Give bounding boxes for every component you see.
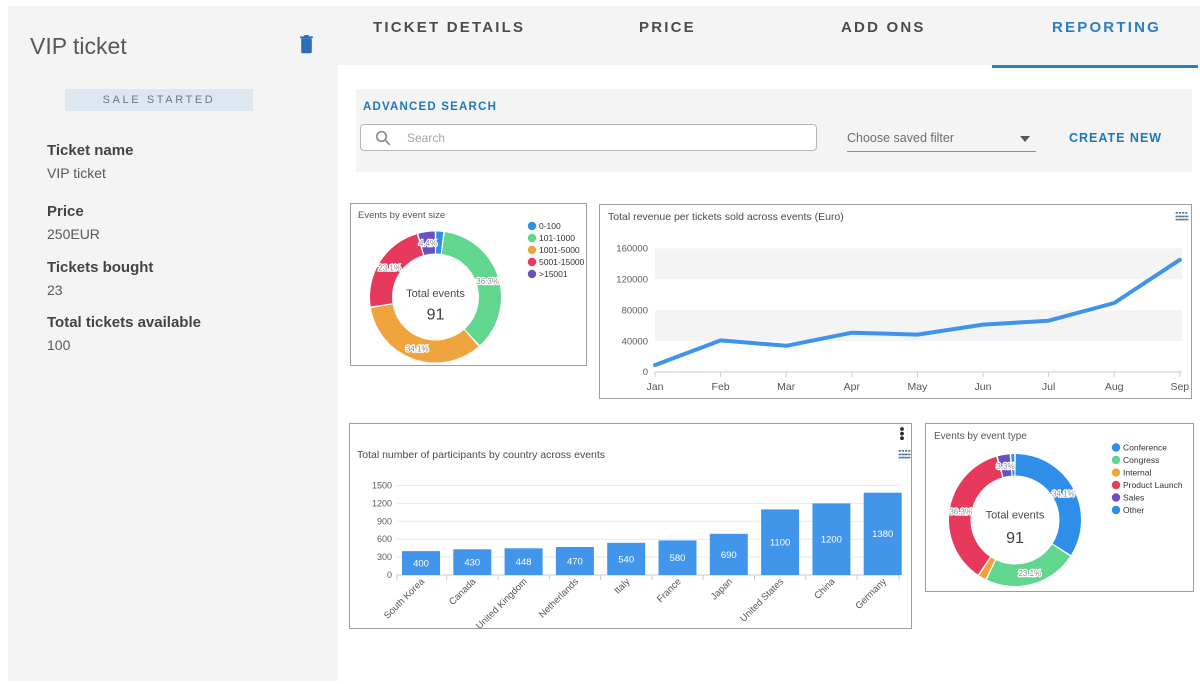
svg-text:Conference: Conference	[1123, 443, 1167, 453]
svg-text:23.1%: 23.1%	[1018, 569, 1041, 578]
svg-text:Other: Other	[1123, 505, 1144, 515]
svg-text:May: May	[907, 381, 928, 393]
svg-text:91: 91	[1006, 530, 1024, 547]
svg-text:Internal: Internal	[1123, 468, 1151, 478]
svg-text:Sep: Sep	[1170, 381, 1189, 393]
svg-text:36.3%: 36.3%	[949, 508, 972, 517]
svg-text:>15001: >15001	[539, 269, 568, 279]
svg-text:1100: 1100	[770, 538, 790, 549]
svg-text:34.1%: 34.1%	[1052, 490, 1075, 499]
svg-text:101-1000: 101-1000	[539, 233, 575, 243]
svg-text:Total events: Total events	[406, 288, 465, 300]
svg-text:United Kingdom: United Kingdom	[474, 576, 530, 628]
svg-text:Jul: Jul	[1042, 381, 1055, 393]
svg-text:448: 448	[516, 557, 532, 568]
svg-text:Apr: Apr	[844, 381, 861, 393]
svg-text:Congress: Congress	[1123, 455, 1159, 465]
svg-text:1380: 1380	[872, 529, 893, 540]
svg-text:Mar: Mar	[777, 381, 796, 393]
svg-text:470: 470	[567, 556, 583, 567]
svg-text:36.3%: 36.3%	[476, 277, 499, 286]
svg-text:430: 430	[464, 558, 480, 569]
svg-text:1200: 1200	[821, 535, 842, 546]
svg-text:91: 91	[427, 307, 445, 324]
svg-text:Jan: Jan	[647, 381, 664, 393]
svg-text:China: China	[812, 576, 838, 602]
svg-text:Netherlands: Netherlands	[537, 576, 581, 620]
svg-text:900: 900	[377, 516, 392, 526]
svg-text:Jun: Jun	[975, 381, 992, 393]
svg-text:Germany: Germany	[853, 576, 889, 612]
svg-text:0: 0	[643, 367, 648, 378]
svg-text:600: 600	[377, 534, 392, 544]
svg-text:400: 400	[413, 559, 429, 570]
svg-text:23.1%: 23.1%	[378, 264, 401, 273]
svg-text:5001-15000: 5001-15000	[539, 257, 585, 267]
svg-text:Aug: Aug	[1105, 381, 1124, 393]
svg-text:Sales: Sales	[1123, 493, 1144, 503]
svg-text:Feb: Feb	[712, 381, 730, 393]
svg-text:Japan: Japan	[709, 576, 735, 602]
svg-text:120000: 120000	[616, 275, 648, 286]
svg-text:580: 580	[670, 553, 686, 564]
svg-text:690: 690	[721, 550, 737, 561]
svg-text:40000: 40000	[622, 336, 648, 347]
svg-text:0-100: 0-100	[539, 221, 561, 231]
svg-text:540: 540	[618, 554, 634, 565]
svg-text:France: France	[655, 576, 684, 605]
svg-text:United States: United States	[738, 576, 786, 624]
svg-text:3.3%: 3.3%	[996, 462, 1014, 471]
svg-text:Canada: Canada	[447, 576, 479, 608]
svg-text:34.1%: 34.1%	[406, 344, 429, 353]
svg-text:300: 300	[377, 552, 392, 562]
svg-text:1001-5000: 1001-5000	[539, 245, 580, 255]
svg-text:1200: 1200	[372, 498, 392, 508]
svg-text:Product Launch: Product Launch	[1123, 480, 1183, 490]
svg-text:80000: 80000	[622, 305, 648, 316]
svg-text:South Korea: South Korea	[382, 576, 428, 622]
svg-text:Italy: Italy	[612, 576, 632, 596]
svg-text:Total events: Total events	[986, 510, 1045, 522]
svg-text:160000: 160000	[616, 244, 648, 255]
svg-text:0: 0	[387, 570, 392, 580]
svg-text:4.4%: 4.4%	[419, 239, 437, 248]
svg-text:1500: 1500	[372, 481, 392, 491]
